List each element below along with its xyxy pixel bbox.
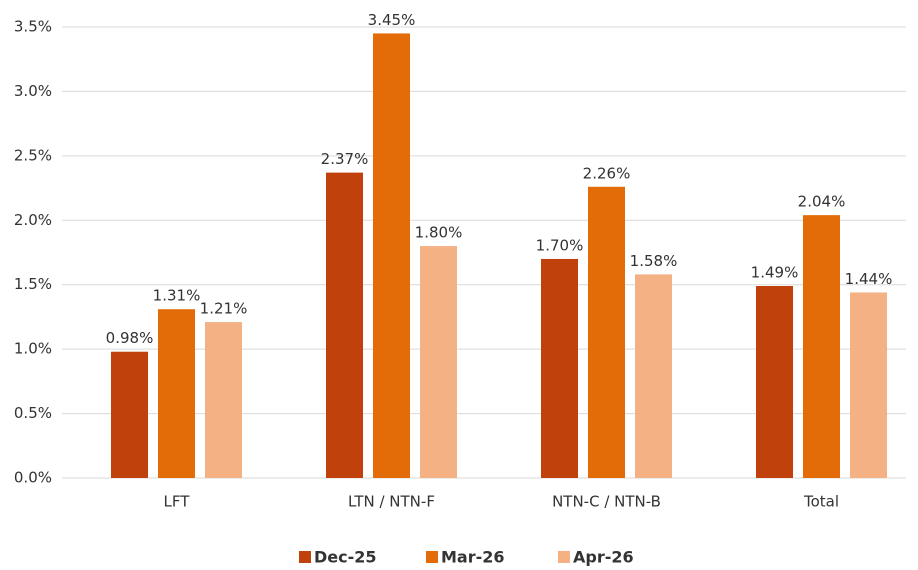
y-tick-label: 1.5% bbox=[14, 275, 52, 293]
value-label: 1.49% bbox=[751, 264, 799, 282]
y-tick-label: 3.5% bbox=[14, 18, 52, 36]
value-label: 1.21% bbox=[200, 300, 248, 318]
y-tick-label: 2.5% bbox=[14, 146, 52, 164]
x-tick-label: NTN-C / NTN-B bbox=[552, 493, 661, 511]
value-label: 1.80% bbox=[415, 224, 463, 242]
bar bbox=[541, 258, 578, 478]
legend-text: Dec-25 bbox=[314, 548, 377, 567]
value-label: 1.31% bbox=[153, 287, 201, 305]
x-tick-label: Total bbox=[803, 493, 839, 511]
bar bbox=[373, 33, 410, 478]
value-label: 2.37% bbox=[321, 150, 369, 168]
bar bbox=[420, 246, 457, 478]
y-tick-label: 2.0% bbox=[14, 211, 52, 229]
bar bbox=[205, 322, 242, 478]
bar bbox=[326, 172, 363, 478]
legend-text: Apr-26 bbox=[573, 548, 634, 567]
bar bbox=[756, 286, 793, 478]
value-label: 1.58% bbox=[630, 252, 678, 270]
bar bbox=[158, 309, 195, 478]
y-tick-label: 3.0% bbox=[14, 82, 52, 100]
legend-text: Mar-26 bbox=[441, 548, 505, 567]
bar bbox=[588, 186, 625, 479]
value-label: 2.26% bbox=[583, 164, 631, 182]
y-tick-label: 0.0% bbox=[14, 469, 52, 487]
x-tick-label: LFT bbox=[164, 493, 191, 511]
bar bbox=[635, 274, 672, 478]
value-label: 1.44% bbox=[845, 270, 893, 288]
bar bbox=[111, 351, 148, 478]
y-tick-label: 0.5% bbox=[14, 404, 52, 422]
legend-swatch bbox=[299, 551, 311, 563]
value-label: 3.45% bbox=[368, 11, 416, 29]
bar bbox=[803, 215, 840, 479]
value-label: 1.70% bbox=[536, 236, 584, 254]
value-label: 0.98% bbox=[106, 329, 154, 347]
legend-swatch bbox=[558, 551, 570, 563]
y-tick-label: 1.0% bbox=[14, 340, 52, 358]
bar bbox=[850, 292, 887, 478]
legend-swatch bbox=[426, 551, 438, 563]
x-tick-label: LTN / NTN-F bbox=[348, 493, 435, 511]
value-label: 2.04% bbox=[798, 193, 846, 211]
